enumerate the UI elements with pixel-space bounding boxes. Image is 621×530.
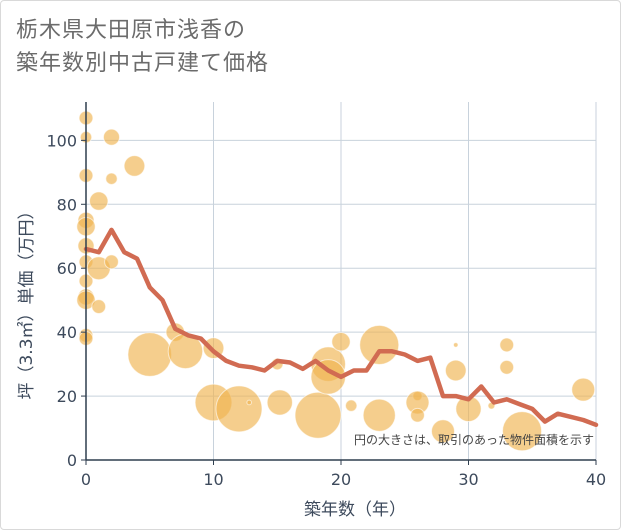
- y-tick-label-60: 60: [57, 259, 77, 278]
- y-tick-label-40: 40: [57, 323, 77, 342]
- x-axis-label: 築年数（年）: [304, 500, 406, 520]
- axes: 0 20 40 60 80 100 0 10 20 30 40: [46, 102, 606, 489]
- chart-title-line-1: 栃木県大田原市浅香の: [16, 18, 247, 43]
- x-tick-label-30: 30: [458, 470, 478, 489]
- bubble-point: [91, 299, 107, 314]
- average-price-line: [83, 227, 599, 428]
- bubble-point: [123, 155, 146, 177]
- bubble-point: [102, 128, 121, 146]
- y-tick-label-20: 20: [57, 387, 77, 406]
- bubble-size-note: 円の大きさは、取引のあった物件面積を示す: [354, 432, 594, 447]
- x-tick-label-0: 0: [81, 470, 91, 489]
- bubble-point: [215, 385, 263, 433]
- bubble-point: [105, 172, 118, 185]
- chart-title: 栃木県大田原市浅香の 築年数別中古戸建て価格: [16, 14, 576, 80]
- trend-line-group: [83, 227, 599, 428]
- x-tick-label-10: 10: [203, 470, 223, 489]
- bubble-point: [431, 419, 455, 444]
- x-tick-label-40: 40: [586, 470, 606, 489]
- bubble-point: [499, 359, 515, 375]
- bubble-point: [359, 324, 400, 365]
- bubble-point: [127, 332, 173, 377]
- x-tick-label-20: 20: [331, 470, 351, 489]
- bubble-point: [294, 391, 342, 439]
- y-axis-label: 坪（3.3㎡）単価（万円）: [17, 202, 37, 399]
- y-tick-label-100: 100: [46, 131, 77, 150]
- bubble-point: [452, 342, 459, 348]
- bubble-point: [89, 191, 109, 211]
- y-tick-label-0: 0: [67, 451, 77, 470]
- bubble-point: [571, 377, 596, 402]
- bubble-point: [344, 399, 358, 412]
- bubble-point: [266, 389, 293, 416]
- bubble-point: [499, 337, 515, 353]
- bubble-point: [104, 254, 119, 270]
- bubble-point: [331, 332, 351, 352]
- bubble-point: [362, 398, 396, 432]
- bubble-series: [76, 110, 596, 452]
- y-tick-label-80: 80: [57, 195, 77, 214]
- bubble-point: [502, 411, 543, 452]
- bubble-point: [444, 359, 467, 382]
- chart-title-line-2: 築年数別中古戸建て価格: [16, 51, 270, 76]
- bubble-point: [246, 399, 252, 406]
- bubble-point: [410, 407, 425, 423]
